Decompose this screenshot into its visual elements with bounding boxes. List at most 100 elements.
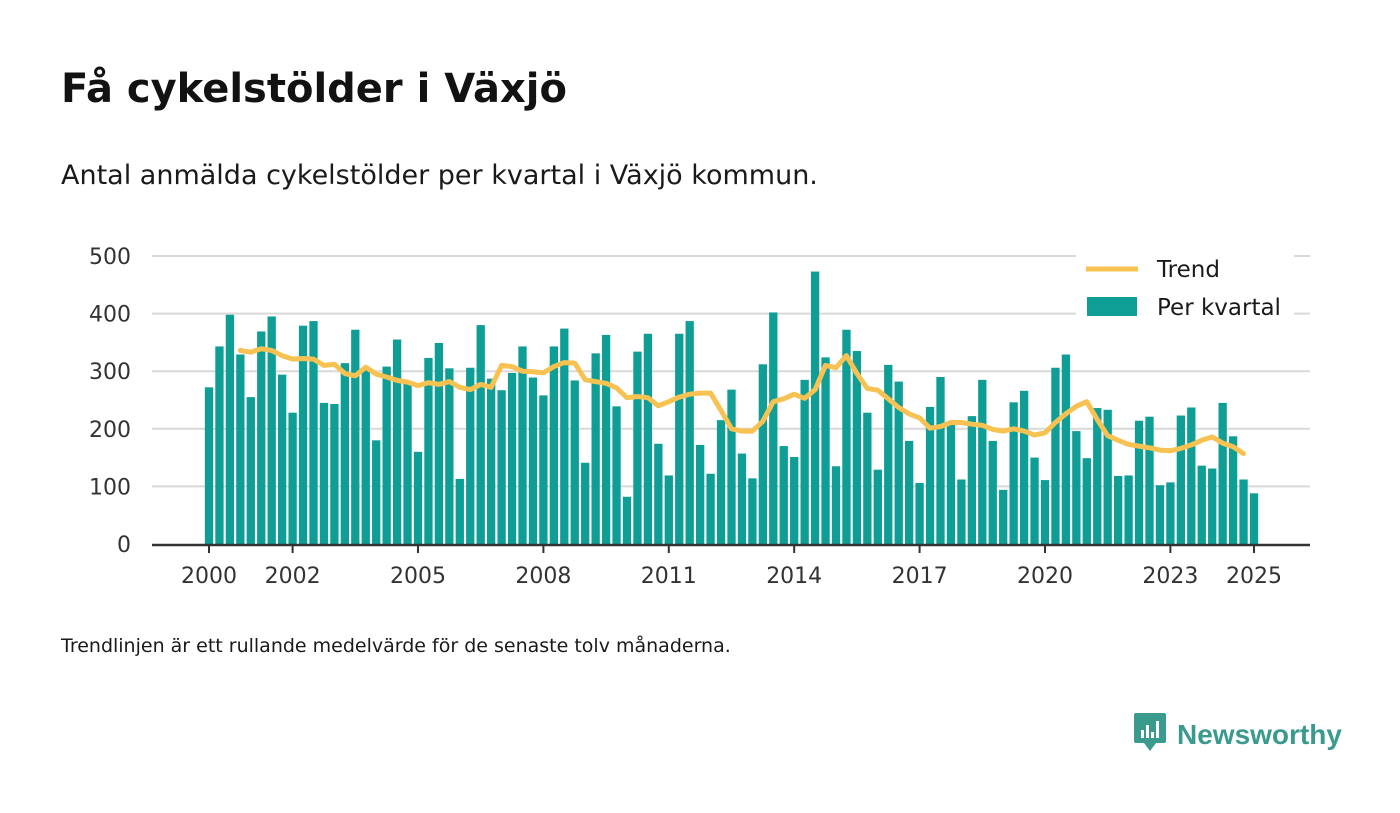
- bar: [643, 333, 653, 544]
- bar: [978, 379, 987, 544]
- bar: [737, 453, 747, 544]
- x-tick-label: 2011: [641, 564, 697, 589]
- x-tick-label: 2020: [1017, 564, 1073, 589]
- bar: [413, 451, 423, 544]
- bar: [1218, 402, 1227, 544]
- bar: [455, 478, 464, 544]
- legend-background: [1076, 250, 1294, 330]
- bar: [946, 423, 956, 544]
- bar: [549, 346, 558, 544]
- bar: [800, 379, 809, 544]
- bar: [884, 364, 893, 544]
- x-axis: 2000 2002 2005 2008 2011 2014 2017 2020 2023 2025: [152, 543, 1310, 589]
- x-tick-label: 2008: [515, 564, 571, 589]
- bar: [758, 364, 767, 544]
- bar: [769, 312, 778, 544]
- bar: [852, 351, 862, 544]
- y-tick-label: 400: [89, 303, 131, 328]
- bar: [351, 329, 360, 544]
- bar: [1176, 415, 1185, 544]
- chart-subtitle: Antal anmälda cykelstölder per kvartal i…: [61, 160, 818, 191]
- bar: [330, 404, 339, 544]
- y-tick-label: 100: [89, 475, 131, 500]
- bar: [967, 416, 976, 544]
- bar: [1030, 457, 1039, 544]
- bar: [288, 412, 297, 544]
- x-tick-label: 2023: [1142, 564, 1198, 589]
- legend-trend-label: Trend: [1156, 257, 1220, 283]
- chart-canvas: 0 100 200 300 400 500 2000 2002 2005 2008 2011 201…: [89, 245, 1310, 589]
- bar: [706, 473, 715, 544]
- x-tick-label: 2000: [181, 564, 237, 589]
- bar: [298, 325, 308, 544]
- footnote: Trendlinjen är ett rullande medelvärde f…: [61, 635, 731, 657]
- trend-series: [237, 346, 1246, 457]
- bar: [810, 271, 820, 544]
- bar: [664, 475, 673, 544]
- bar: [936, 376, 945, 544]
- bar: [957, 479, 966, 544]
- legend: Trend Per kvartal: [1076, 250, 1294, 330]
- bar: [831, 466, 841, 544]
- bar: [1239, 479, 1248, 544]
- bar: [696, 444, 705, 544]
- newsworthy-logo-icon: [1133, 712, 1167, 757]
- bar: [278, 374, 287, 544]
- bar: [1187, 407, 1196, 544]
- bar: [528, 377, 538, 544]
- bar: [894, 381, 903, 544]
- x-tick-label: 2014: [766, 564, 822, 589]
- bar: [842, 329, 851, 544]
- bar: [905, 440, 914, 544]
- bar-series: [204, 271, 1259, 544]
- legend-bars-label: Per kvartal: [1157, 295, 1281, 321]
- legend-bars-swatch: [1087, 297, 1137, 316]
- bar: [581, 462, 590, 544]
- bar: [1009, 402, 1018, 544]
- x-tick-label: 2017: [892, 564, 948, 589]
- bar: [236, 354, 245, 544]
- bar: [633, 351, 642, 544]
- bar: [1082, 458, 1091, 544]
- bar: [372, 440, 381, 544]
- bar: [487, 378, 496, 544]
- bar: [1166, 482, 1175, 544]
- bar: [790, 457, 799, 544]
- bar: [225, 314, 235, 544]
- bar: [591, 353, 600, 544]
- trend-line: [237, 346, 1246, 457]
- bar: [601, 334, 611, 544]
- bar: [1249, 493, 1259, 544]
- brand-name: Newsworthy: [1177, 718, 1342, 750]
- bar: [1145, 416, 1154, 544]
- bar: [748, 478, 757, 544]
- bar: [1061, 354, 1071, 544]
- bar: [925, 406, 935, 544]
- bar: [1228, 436, 1238, 544]
- bar: [727, 389, 736, 544]
- bar: [497, 390, 506, 544]
- x-tick-label: 2002: [265, 564, 321, 589]
- brand[interactable]: Newsworthy: [1133, 712, 1342, 757]
- bar: [445, 368, 454, 544]
- bar: [476, 325, 485, 544]
- chart-title: Få cykelstölder i Växjö: [61, 66, 567, 112]
- bar: [309, 321, 318, 544]
- bar: [1124, 475, 1133, 544]
- bar: [1114, 476, 1123, 544]
- bar: [434, 342, 444, 544]
- bar: [1040, 480, 1050, 544]
- bar: [518, 346, 527, 544]
- bar: [654, 443, 663, 544]
- bar: [507, 372, 517, 544]
- bar: [257, 331, 266, 544]
- bar: [612, 406, 621, 544]
- bar: [873, 469, 882, 544]
- bar: [267, 316, 276, 544]
- bar: [999, 489, 1008, 544]
- bar: [340, 363, 349, 544]
- x-tick-label: 2005: [390, 564, 446, 589]
- bar: [466, 367, 475, 544]
- bar: [779, 446, 788, 544]
- bar: [1208, 468, 1217, 544]
